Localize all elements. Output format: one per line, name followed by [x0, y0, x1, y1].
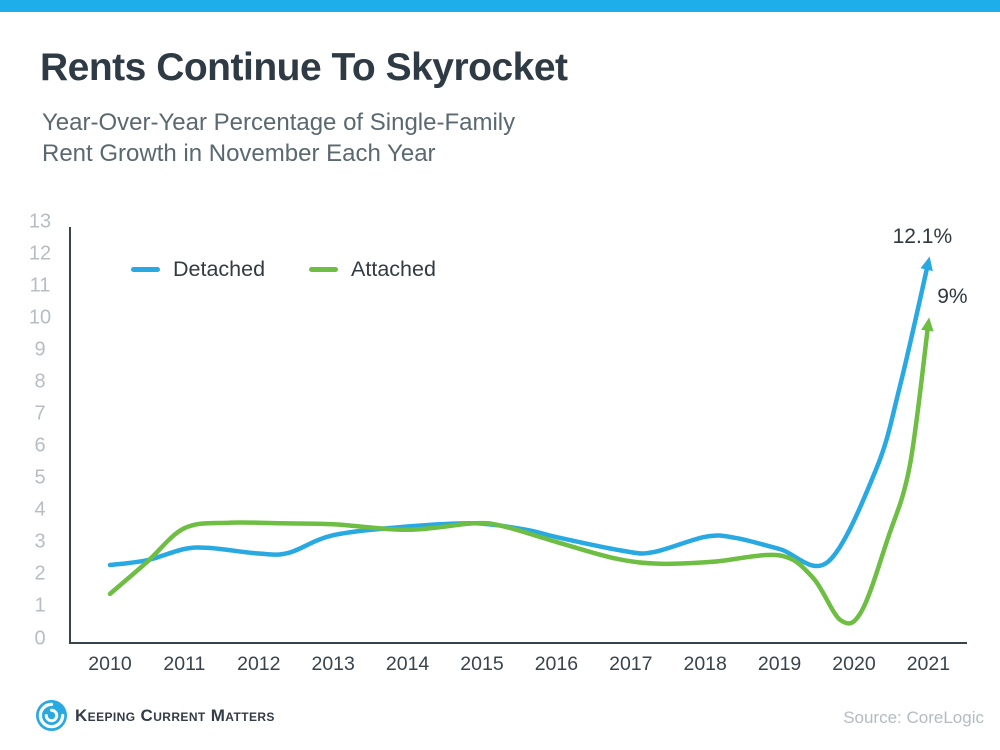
legend-label: Attached	[351, 257, 436, 281]
attached-line	[107, 317, 934, 626]
detached-end-label: 12.1%	[892, 224, 953, 248]
kcm-swirl-logo-icon	[36, 700, 67, 731]
y-tick-label: 6	[34, 434, 46, 457]
axes	[69, 227, 967, 644]
y-tick-label: 2	[34, 562, 46, 585]
y-tick-label: 4	[34, 498, 46, 521]
source-credit: Source: CoreLogic	[843, 708, 984, 727]
attached-color-swatch	[309, 267, 339, 272]
x-tick-label: 2019	[757, 653, 802, 675]
x-tick-label: 2012	[237, 653, 281, 675]
attached-end-label: 9%	[937, 284, 968, 308]
legend-item-detached: Detached	[131, 257, 265, 282]
y-tick-label: 10	[28, 306, 52, 329]
legend-item-attached: Attached	[309, 257, 436, 282]
y-tick-label: 0	[34, 627, 46, 649]
top-accent-bar	[0, 0, 1000, 12]
detached-color-swatch	[131, 267, 160, 272]
page-title: Rents Continue To Skyrocket	[40, 46, 568, 89]
x-tick-label: 2013	[311, 653, 355, 675]
chart-subtitle-line1: Year-Over-Year Percentage of Single-Fami…	[42, 109, 516, 136]
brand-lockup: Keeping Current Matters	[36, 700, 275, 731]
x-tick-label: 2017	[609, 653, 653, 675]
y-tick-label: 9	[34, 338, 46, 361]
x-tick-label: 2021	[906, 653, 951, 675]
chart-legend: Detached Attached	[131, 257, 436, 282]
y-tick-label: 7	[34, 402, 46, 425]
y-tick-label: 5	[34, 466, 46, 489]
y-tick-label: 12	[28, 242, 52, 265]
detached-line	[107, 256, 933, 569]
x-tick-label: 2020	[832, 653, 876, 675]
x-tick-label: 2016	[534, 653, 579, 675]
chart-subtitle: Year-Over-Year Percentage of Single-Fami…	[42, 107, 515, 169]
chart-subtitle-line2: Rent Growth in November Each Year	[42, 140, 436, 167]
y-tick-label: 8	[34, 370, 46, 393]
x-tick-label: 2015	[460, 653, 504, 675]
y-tick-label: 13	[28, 210, 52, 233]
legend-label: Detached	[173, 257, 266, 281]
x-tick-label: 2010	[88, 653, 132, 675]
y-tick-label: 1	[34, 594, 46, 617]
x-tick-label: 2018	[683, 653, 727, 675]
y-tick-label: 11	[29, 274, 51, 297]
x-tick-label: 2014	[385, 653, 430, 675]
y-tick-label: 3	[34, 530, 46, 553]
x-tick-label: 2011	[163, 653, 206, 675]
brand-name: Keeping Current Matters	[75, 705, 275, 725]
